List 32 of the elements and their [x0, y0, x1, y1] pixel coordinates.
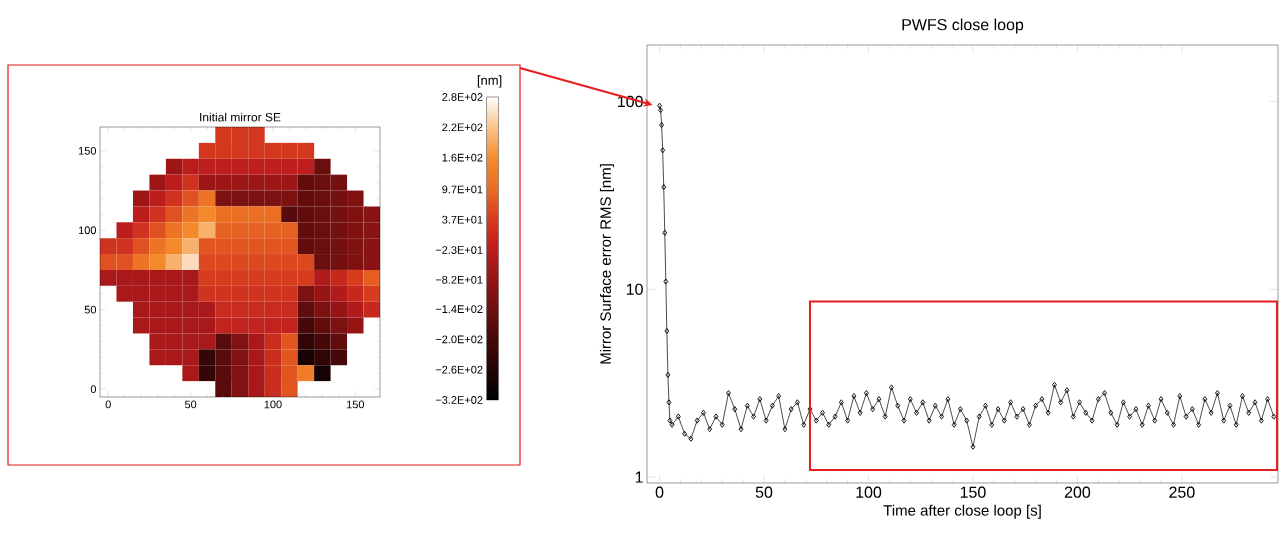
color-bar-label: 2.8E+02 — [442, 93, 483, 101]
color-bar-label: 9.7E+01 — [442, 185, 483, 194]
y-tick-label: 50 — [84, 305, 97, 314]
y-tick-label: 1 — [635, 471, 643, 483]
y-tick-label: 150 — [78, 146, 97, 155]
color-bar-label: −2.0E+02 — [435, 335, 483, 344]
x-tick-label: 50 — [755, 486, 773, 498]
color-bar-label: −1.4E+02 — [435, 305, 483, 313]
color-bar-label: −2.6E+02 — [435, 365, 483, 374]
x-tick-label: 0 — [655, 486, 664, 498]
color-bar-title: [nm] — [477, 75, 502, 88]
chart-title: PWFS close loop — [902, 18, 1024, 34]
color-bar-label: −3.2E+02 — [435, 396, 483, 404]
x-tick-label: 150 — [960, 486, 986, 498]
y-tick-label: 0 — [90, 385, 97, 393]
x-tick-label: 100 — [856, 486, 882, 498]
color-bar-label: 3.7E+01 — [442, 215, 483, 224]
x-tick-label: 50 — [184, 400, 197, 409]
color-bar-label: −8.2E+01 — [435, 275, 483, 284]
chart-title: Initial mirror SE — [200, 112, 281, 122]
x-tick-label: 200 — [1064, 486, 1091, 498]
x-tick-label: 0 — [105, 400, 111, 409]
x-tick-label: 100 — [264, 400, 282, 409]
y-tick-label: 10 — [626, 283, 643, 295]
color-bar-label: 1.6E+02 — [442, 153, 483, 162]
x-tick-label: 250 — [1169, 486, 1195, 498]
y-axis-title: Mirror Surface error RMS [nm] — [599, 164, 614, 364]
color-bar-label: 2.2E+02 — [442, 123, 483, 132]
color-bar-label: −2.3E+01 — [435, 246, 483, 254]
x-axis-title: Time after close loop [s] — [883, 504, 1041, 519]
y-tick-label: 100 — [78, 226, 97, 235]
x-tick-label: 150 — [346, 400, 365, 409]
